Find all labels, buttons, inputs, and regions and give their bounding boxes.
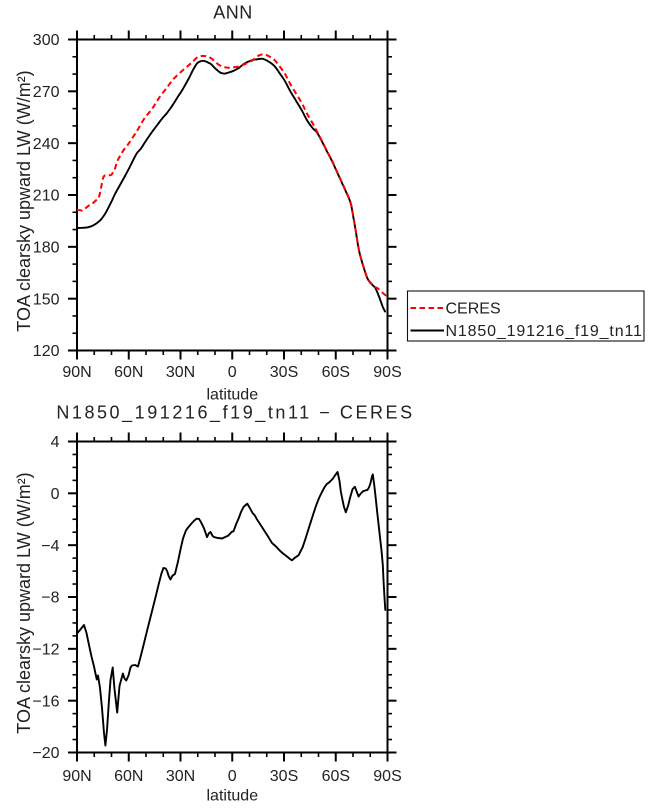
svg-text:30S: 30S [270, 364, 298, 381]
svg-text:30N: 30N [166, 768, 195, 785]
svg-text:N1850_191216_f19_tn11 − CERES: N1850_191216_f19_tn11 − CERES [56, 403, 414, 424]
svg-text:30N: 30N [166, 364, 195, 381]
svg-text:0: 0 [228, 768, 237, 785]
svg-text:180: 180 [33, 240, 60, 257]
svg-text:N1850_191216_f19_tn11: N1850_191216_f19_tn11 [446, 323, 643, 340]
svg-text:TOA clearsky upward LW (W/m²): TOA clearsky upward LW (W/m²) [14, 70, 34, 331]
svg-text:60N: 60N [114, 768, 143, 785]
svg-text:−4: −4 [41, 538, 59, 555]
svg-text:90S: 90S [373, 768, 401, 785]
svg-text:−12: −12 [32, 642, 59, 659]
svg-text:240: 240 [33, 136, 60, 153]
svg-text:ANN: ANN [213, 3, 253, 23]
svg-text:60S: 60S [322, 768, 350, 785]
svg-text:30S: 30S [270, 768, 298, 785]
svg-text:90N: 90N [62, 768, 91, 785]
svg-text:90S: 90S [373, 364, 401, 381]
svg-text:0: 0 [228, 364, 237, 381]
svg-text:latitude: latitude [207, 788, 259, 805]
svg-text:4: 4 [51, 434, 60, 451]
svg-text:300: 300 [33, 32, 60, 49]
svg-text:90N: 90N [62, 364, 91, 381]
svg-text:latitude: latitude [207, 387, 259, 404]
svg-text:60S: 60S [322, 364, 350, 381]
svg-text:−16: −16 [32, 693, 59, 710]
svg-text:60N: 60N [114, 364, 143, 381]
svg-text:0: 0 [51, 486, 60, 503]
svg-text:120: 120 [33, 343, 60, 360]
svg-text:−8: −8 [41, 590, 59, 607]
svg-text:210: 210 [33, 188, 60, 205]
svg-text:TOA clearsky upward LW (W/m²): TOA clearsky upward LW (W/m²) [14, 472, 34, 733]
svg-text:270: 270 [33, 84, 60, 101]
svg-text:CERES: CERES [446, 301, 501, 318]
svg-text:150: 150 [33, 291, 60, 308]
svg-text:−20: −20 [32, 745, 59, 762]
